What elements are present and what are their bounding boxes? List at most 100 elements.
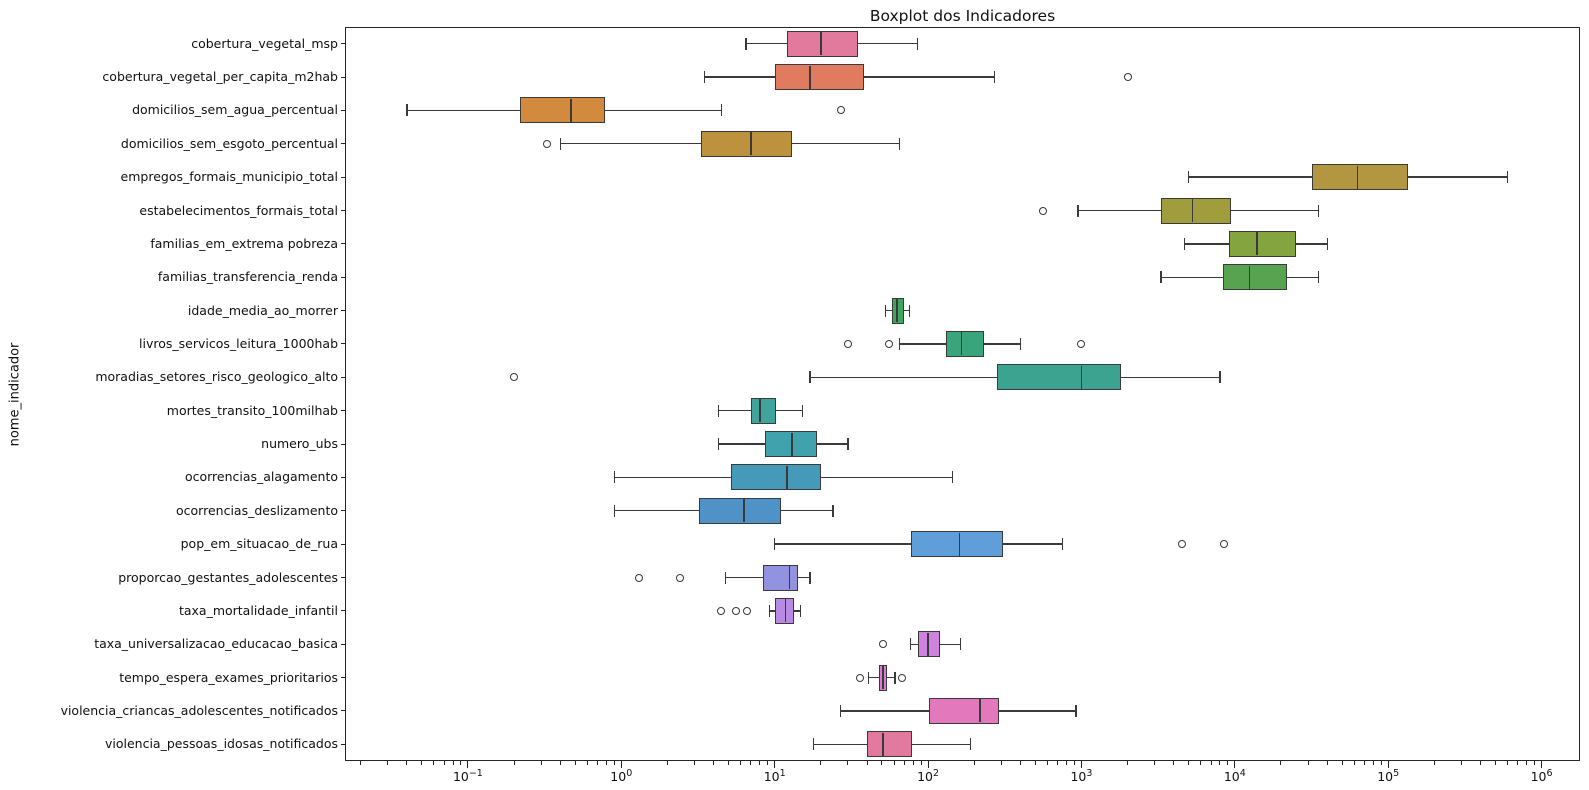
- x-tick-exponent: −1: [468, 768, 483, 779]
- x-minor-tick: [903, 761, 905, 765]
- x-minor-tick: [605, 761, 607, 765]
- y-tick: [341, 210, 345, 211]
- whisker-cap-high: [1317, 271, 1319, 284]
- whisker-low: [718, 410, 751, 412]
- x-tick-exponent: 0: [626, 768, 633, 779]
- box: [786, 30, 859, 57]
- x-minor-tick: [1000, 761, 1002, 765]
- y-tick: [341, 343, 345, 345]
- box: [910, 531, 1004, 558]
- x-tick-exponent: 4: [1239, 768, 1246, 779]
- category-label: estabelecimentos_formais_total: [139, 202, 338, 218]
- x-minor-tick: [443, 761, 445, 765]
- plot-area: [345, 27, 1580, 761]
- whisker-cap-high: [1506, 171, 1509, 184]
- box: [1312, 164, 1409, 191]
- box: [996, 364, 1121, 391]
- y-tick: [341, 743, 345, 745]
- x-major-tick: [774, 761, 776, 768]
- whisker-high: [939, 643, 961, 645]
- whisker-cap-low: [868, 671, 870, 684]
- whisker-cap-low: [725, 571, 727, 584]
- x-minor-tick: [433, 761, 435, 765]
- category-label: cobertura_vegetal_per_capita_m2hab: [102, 69, 338, 85]
- median-line: [882, 732, 884, 756]
- median-line: [786, 465, 788, 489]
- whisker-cap-low: [717, 438, 720, 451]
- median-line: [750, 132, 752, 156]
- x-tick-label: 103: [1051, 768, 1111, 784]
- x-minor-tick: [1210, 761, 1212, 765]
- whisker-cap-low: [840, 704, 842, 717]
- whisker-high: [887, 676, 896, 679]
- x-minor-tick: [1353, 761, 1355, 765]
- whisker-cap-low: [406, 104, 408, 117]
- category-label: tempo_espera_exames_prioritarios: [119, 669, 338, 685]
- x-tick-label: 10−1: [438, 768, 498, 784]
- whisker-low: [813, 743, 868, 745]
- x-minor-tick: [1046, 761, 1048, 765]
- y-tick: [341, 376, 345, 378]
- x-minor-tick: [1227, 761, 1229, 765]
- x-minor-tick: [866, 761, 868, 765]
- x-tick-label: 100: [591, 768, 651, 784]
- whisker-cap-high: [809, 571, 811, 584]
- whisker-cap-low: [745, 37, 747, 50]
- x-minor-tick: [973, 761, 975, 765]
- x-minor-tick: [693, 761, 695, 765]
- outlier-point: [843, 339, 852, 348]
- y-tick: [341, 43, 345, 45]
- median-line: [882, 666, 884, 690]
- whisker-high: [998, 710, 1076, 712]
- x-minor-tick: [613, 761, 615, 765]
- median-line: [1080, 365, 1083, 389]
- x-minor-tick: [540, 761, 542, 765]
- y-tick: [341, 76, 345, 78]
- x-tick-base: 10: [1377, 769, 1394, 785]
- category-label: taxa_universalizacao_educacao_basica: [94, 636, 338, 652]
- median-line: [791, 432, 793, 456]
- whisker-cap-low: [613, 504, 615, 517]
- y-tick: [341, 476, 345, 478]
- whisker-low: [1184, 243, 1230, 245]
- outlier-point: [742, 606, 751, 615]
- x-tick-exponent: 3: [1086, 768, 1093, 779]
- x-minor-tick: [597, 761, 599, 765]
- x-tick-exponent: 6: [1546, 768, 1553, 779]
- whisker-cap-high: [952, 471, 954, 484]
- x-tick-base: 10: [1530, 769, 1547, 785]
- x-minor-tick: [1517, 761, 1519, 765]
- x-minor-tick: [1127, 761, 1129, 765]
- box: [750, 397, 776, 424]
- x-minor-tick: [713, 761, 715, 765]
- x-minor-tick: [1200, 761, 1202, 765]
- whisker-cap-high: [1326, 237, 1328, 250]
- x-minor-tick: [750, 761, 752, 765]
- x-major-tick: [1234, 761, 1236, 768]
- x-major-tick: [620, 761, 622, 768]
- x-major-tick: [1080, 761, 1082, 768]
- x-minor-tick: [1326, 761, 1328, 765]
- x-minor-tick: [1480, 761, 1482, 765]
- whisker-cap-high: [909, 304, 911, 317]
- category-label: empregos_formais_municipio_total: [120, 169, 338, 185]
- whisker-cap-high: [970, 738, 972, 751]
- whisker-low: [1188, 176, 1313, 178]
- median-line: [1191, 199, 1194, 222]
- median-line: [1256, 232, 1259, 256]
- whisker-low: [725, 576, 764, 579]
- category-label: taxa_mortalidade_infantil: [178, 602, 338, 618]
- whisker-cap-low: [1077, 204, 1079, 217]
- outlier-point: [732, 606, 741, 615]
- category-label: ocorrencias_deslizamento: [176, 502, 338, 518]
- median-line: [788, 566, 791, 589]
- x-minor-tick: [452, 761, 454, 765]
- whisker-low: [840, 710, 929, 712]
- whisker-low: [614, 476, 732, 479]
- x-minor-tick: [847, 761, 849, 765]
- median-line: [896, 299, 899, 323]
- whisker-high: [817, 443, 848, 445]
- box: [731, 464, 821, 491]
- x-major-tick: [1541, 761, 1543, 768]
- median-line: [927, 632, 929, 656]
